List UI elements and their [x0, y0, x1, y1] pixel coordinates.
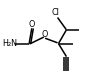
- Text: Cl: Cl: [52, 8, 60, 17]
- Text: O: O: [29, 20, 35, 29]
- Text: H₂N: H₂N: [2, 39, 17, 48]
- Text: O: O: [41, 30, 47, 39]
